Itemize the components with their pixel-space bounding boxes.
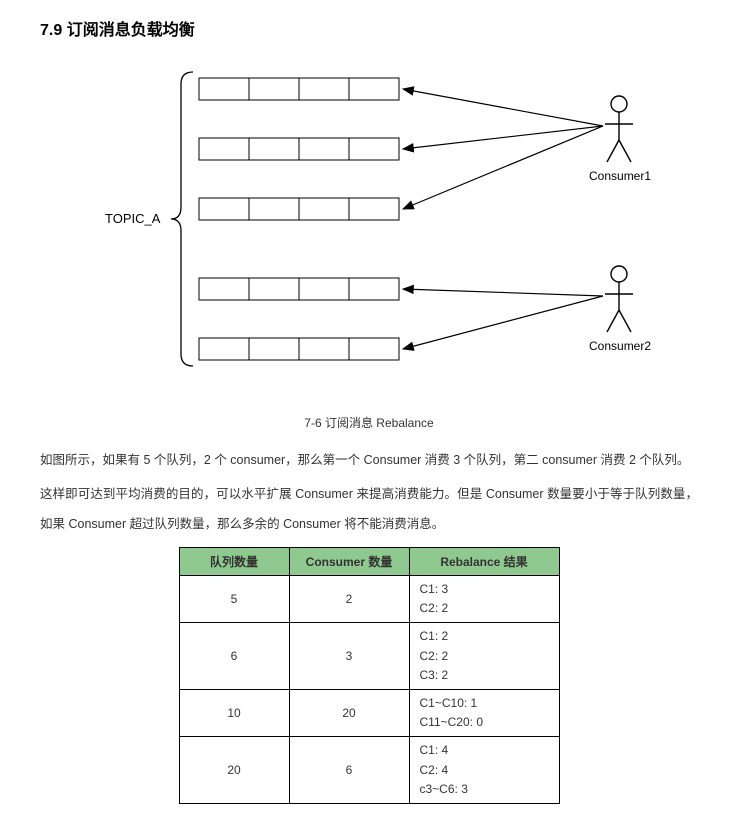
figure-caption: 7-6 订阅消息 Rebalance [40,414,698,431]
cell-rebalance-result: C1: 4C2: 4c3~C6: 3 [409,737,559,804]
svg-text:Consumer1: Consumer1 [589,169,651,183]
table-row: 63C1: 2C2: 2C3: 2 [179,623,559,690]
cell-consumer-count: 2 [289,576,409,623]
section-title: 7.9 订阅消息负载均衡 [40,16,698,40]
table-row: 1020C1~C10: 1C11~C20: 0 [179,689,559,736]
col-consumer-count: Consumer 数量 [289,548,409,576]
col-queue-count: 队列数量 [179,548,289,576]
table-header-row: 队列数量 Consumer 数量 Rebalance 结果 [179,548,559,576]
cell-queue-count: 10 [179,689,289,736]
cell-consumer-count: 6 [289,737,409,804]
table-row: 206C1: 4C2: 4c3~C6: 3 [179,737,559,804]
rebalance-table: 队列数量 Consumer 数量 Rebalance 结果 52C1: 3C2:… [179,547,560,804]
svg-text:Consumer2: Consumer2 [589,339,651,353]
diagram-container: TOPIC_A Consumer1 Consumer2 [40,58,698,398]
table-row: 52C1: 3C2: 2 [179,576,559,623]
col-rebalance-result: Rebalance 结果 [409,548,559,576]
cell-consumer-count: 3 [289,623,409,690]
paragraph-2: 这样即可达到平均消费的目的，可以水平扩展 Consumer 来提高消费能力。但是… [40,479,698,539]
cell-rebalance-result: C1~C10: 1C11~C20: 0 [409,689,559,736]
cell-queue-count: 20 [179,737,289,804]
rebalance-diagram: TOPIC_A Consumer1 Consumer2 [59,58,679,398]
svg-text:TOPIC_A: TOPIC_A [105,211,161,226]
cell-consumer-count: 20 [289,689,409,736]
cell-rebalance-result: C1: 3C2: 2 [409,576,559,623]
cell-queue-count: 5 [179,576,289,623]
paragraph-1: 如图所示，如果有 5 个队列，2 个 consumer，那么第一个 Consum… [40,445,698,475]
page-content: 7.9 订阅消息负载均衡 TOPIC_A Consumer1 Consumer2 7… [0,0,738,824]
cell-rebalance-result: C1: 2C2: 2C3: 2 [409,623,559,690]
cell-queue-count: 6 [179,623,289,690]
